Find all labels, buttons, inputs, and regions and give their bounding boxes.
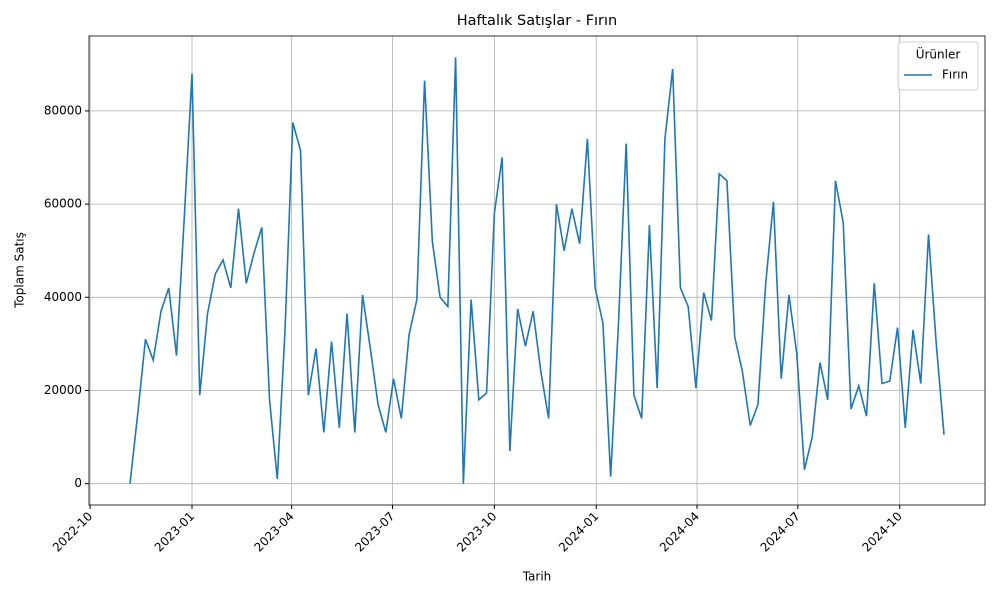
y-tick-label: 20000 — [44, 383, 82, 397]
legend-title: Ürünler — [916, 46, 961, 62]
line-series — [129, 57, 945, 484]
y-axis-label: Toplam Satış — [13, 232, 27, 309]
x-tick-label: 2024-10 — [859, 509, 904, 554]
legend-box — [897, 41, 979, 91]
x-tick-label: 2024-01 — [556, 509, 601, 554]
y-tick-label: 0 — [74, 476, 82, 490]
y-tick-label: 40000 — [44, 290, 82, 304]
x-axis-label: Tarih — [522, 570, 552, 584]
plot-frame — [88, 35, 986, 506]
x-tick-label: 2024-07 — [758, 509, 803, 554]
x-tick-label: 2023-07 — [352, 509, 397, 554]
x-tick-label: 2023-04 — [251, 509, 296, 554]
x-tick-label: 2022-10 — [50, 509, 95, 554]
y-tick-label: 60000 — [44, 197, 82, 211]
x-tick-label: 2023-10 — [454, 509, 499, 554]
x-tick-label: 2023-01 — [152, 509, 197, 554]
y-tick-label: 80000 — [44, 103, 82, 117]
x-tick-label: 2024-04 — [657, 509, 702, 554]
chart-title: Haftalık Satışlar - Fırın — [457, 13, 618, 29]
legend-label: Fırın — [942, 68, 968, 82]
legend: Ürünler Fırın — [897, 41, 979, 91]
